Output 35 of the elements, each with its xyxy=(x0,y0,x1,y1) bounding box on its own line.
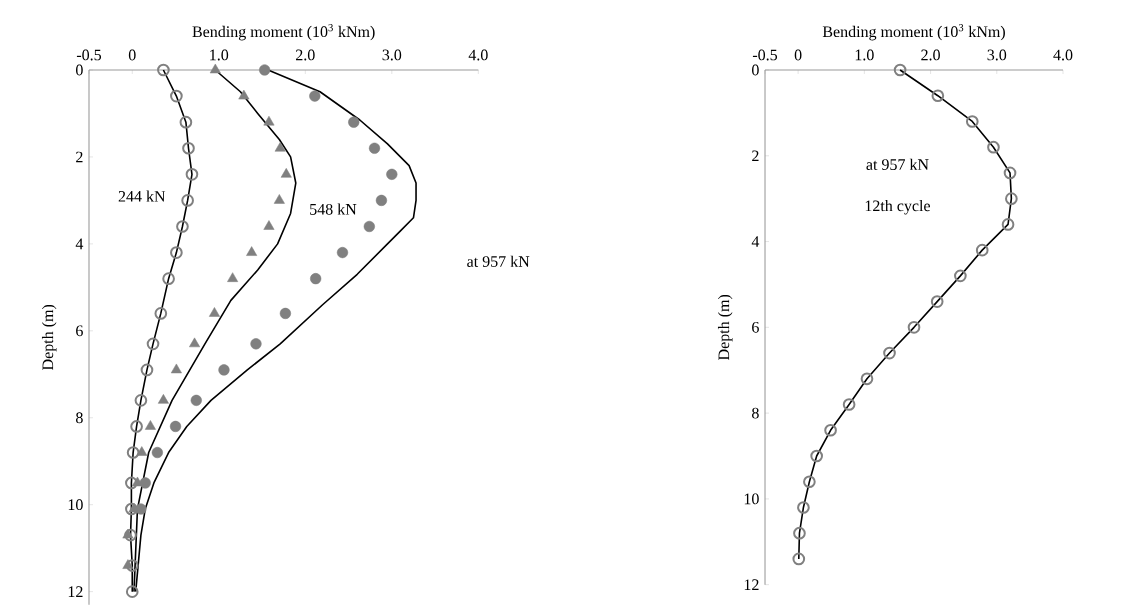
x-axis-title: Bending moment (10$^{3}$ kNm) xyxy=(822,24,1005,41)
annotation: 548 kN xyxy=(310,203,357,215)
x-tick-label: 2.0 xyxy=(296,49,315,61)
y-tick-label: 10 xyxy=(744,493,759,505)
x-tick-label: 2.0 xyxy=(921,49,940,61)
x-tick-label: 3.0 xyxy=(382,49,402,61)
y-tick-label: 0 xyxy=(752,64,759,76)
y-tick-label: 8 xyxy=(752,407,759,419)
annotation: 12th cycle xyxy=(865,199,931,215)
annotation: at 957 kN xyxy=(467,255,530,267)
y-axis-title: Depth (m) xyxy=(717,294,733,360)
x-axis-title: Bending moment (10$^{3}$ kNm) xyxy=(192,24,375,41)
y-tick-label: 6 xyxy=(76,325,83,337)
x-tick-label: 4.0 xyxy=(1053,49,1073,61)
x-tick-label: -0.5 xyxy=(76,49,102,61)
y-tick-label: 12 xyxy=(744,579,759,590)
annotation: at 957 kN xyxy=(866,158,929,170)
y-tick-label: 4 xyxy=(751,236,760,247)
x-tick-label: 1.0 xyxy=(855,49,874,61)
y-tick-label: 2 xyxy=(752,150,759,162)
x-tick-label: 1.0 xyxy=(210,49,229,61)
x-tick-label: 3.0 xyxy=(987,49,1007,61)
x-tick-label: 0 xyxy=(128,49,136,61)
y-tick-label: 12 xyxy=(68,586,83,597)
y-tick-label: 10 xyxy=(68,499,83,511)
x-tick-label: 0 xyxy=(794,49,802,61)
y-tick-label: 8 xyxy=(76,412,83,424)
x-tick-label: -0.5 xyxy=(752,49,778,61)
annotation: 244 kN xyxy=(118,190,166,202)
y-axis-title: Depth (m) xyxy=(41,304,57,370)
y-tick-label: 0 xyxy=(76,64,83,76)
y-tick-label: 2 xyxy=(76,151,83,163)
y-tick-label: 4 xyxy=(75,238,84,250)
y-tick-label: 6 xyxy=(752,321,759,333)
x-tick-label: 4.0 xyxy=(468,49,488,61)
